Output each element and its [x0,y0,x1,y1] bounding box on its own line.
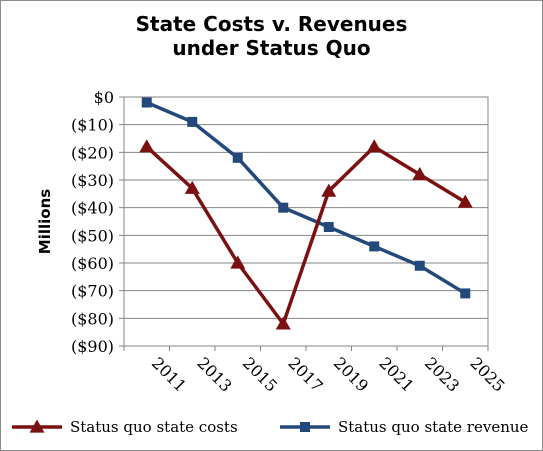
x-tick-label: 2019 [330,353,372,395]
data-point-triangle [230,255,246,269]
legend-item: Status quo state costs [12,418,238,436]
series-line [145,145,467,326]
data-point-square [414,260,425,271]
data-point-triangle [275,316,291,330]
data-point-triangle [366,139,382,153]
data-point-square [278,202,289,213]
y-tick-label: ($40) [71,199,114,218]
x-tick-label: 2021 [375,353,417,395]
data-point-triangle [457,194,473,208]
y-tick-label: ($80) [71,309,114,328]
x-tick-label: 2011 [148,353,190,395]
y-tick-label: ($10) [71,116,114,135]
series-triangle-group [139,139,473,330]
data-point-triangle [184,180,200,194]
series-group [139,97,473,330]
data-point-triangle [321,183,337,197]
legend-label: Status quo state costs [70,418,238,436]
data-point-triangle [139,139,155,153]
y-tick-label: ($70) [71,282,114,301]
x-tick-label: 2013 [193,353,235,395]
data-point-square [187,116,198,127]
legend-item: Status quo state revenue [280,418,529,436]
axes: $0 ($10) ($20) ($30) ($40) ($50) ($60) ($70) ($8… [36,88,509,396]
x-tick-label: 2015 [239,353,281,395]
x-tick-label: 2025 [466,353,508,395]
y-tick-label: ($20) [71,143,114,162]
y-tick-label: $0 [94,88,114,107]
plot-area-border [123,96,489,347]
y-tick-label: ($50) [71,226,114,245]
y-tick-label: ($60) [71,254,114,273]
chart-title-line-2: under Status Quo [172,36,371,60]
y-axis-title: Millions [36,189,54,254]
data-point-square [232,152,243,163]
y-tick-label: ($90) [71,337,114,356]
chart-title: State Costs v. Revenues under Status Quo [0,12,543,60]
data-point-square [369,241,380,252]
series-line [146,100,467,295]
gridlines [123,96,489,347]
data-point-square [460,288,471,299]
legend: Status quo state costs Status quo state r… [12,418,529,436]
data-point-square [323,222,334,233]
data-point-square [141,97,152,108]
y-tick-label: ($30) [71,171,114,190]
data-point-triangle [412,166,428,181]
legend-label: Status quo state revenue [338,418,529,436]
legend-marker-square [300,422,310,432]
series-square-group [141,97,471,299]
x-tick-label: 2023 [421,353,463,395]
chart-title-line-1: State Costs v. Revenues [135,12,408,36]
legend-marker-triangle [29,419,45,433]
x-tick-label: 2017 [284,353,326,395]
